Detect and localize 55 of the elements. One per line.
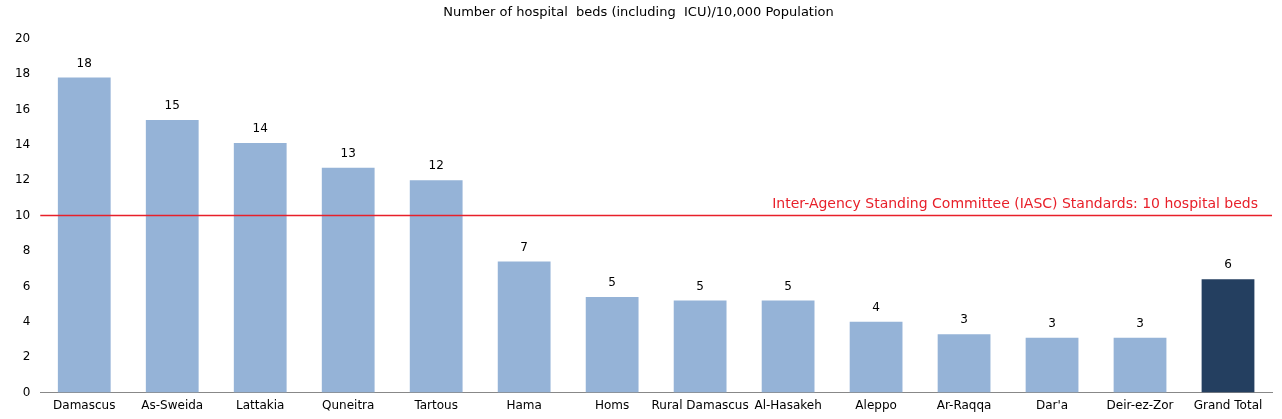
y-tick-label: 14 xyxy=(14,136,31,151)
y-tick-label: 18 xyxy=(14,66,31,81)
bar xyxy=(497,261,551,393)
y-tick-label: 20 xyxy=(14,30,31,45)
bar xyxy=(321,167,375,393)
x-tick-label: Lattakia xyxy=(235,397,285,412)
data-label: 12 xyxy=(428,158,444,173)
bar xyxy=(409,180,463,393)
y-tick-label: 12 xyxy=(14,172,31,187)
data-label: 6 xyxy=(1224,257,1232,272)
bar xyxy=(1201,279,1255,393)
y-tick-label: 4 xyxy=(22,313,31,328)
bar xyxy=(145,120,199,393)
data-label: 15 xyxy=(164,98,180,113)
x-tick-label: Damascus xyxy=(53,397,116,412)
x-tick-label: Aleppo xyxy=(855,397,897,412)
data-label: 5 xyxy=(608,275,616,290)
x-tick-label: Tartous xyxy=(413,397,458,412)
data-label: 3 xyxy=(1048,315,1056,330)
y-tick-label: 8 xyxy=(22,243,31,258)
ref-line-label: Inter-Agency Standing Committee (IASC) Standards: 10 hospital beds xyxy=(772,195,1258,212)
x-tick-label: As-Sweida xyxy=(141,397,204,412)
x-tick-label: Grand Total xyxy=(1193,397,1263,412)
bar xyxy=(937,334,991,393)
x-tick-label: Hama xyxy=(506,397,542,412)
y-tick-label: 0 xyxy=(22,384,31,399)
data-label: 3 xyxy=(960,312,968,327)
x-tick-label: Ar-Raqqa xyxy=(936,397,992,412)
data-label: 4 xyxy=(872,299,880,314)
x-tick-label: Quneitra xyxy=(322,397,375,412)
y-tick-label: 6 xyxy=(22,278,31,293)
x-tick-label: Deir-ez-Zor xyxy=(1106,397,1174,412)
x-tick-label: Rural Damascus xyxy=(651,397,749,412)
data-label: 13 xyxy=(340,145,356,160)
data-label: 7 xyxy=(520,239,528,254)
data-label: 5 xyxy=(784,278,792,293)
x-tick-label: Al-Hasakeh xyxy=(754,397,822,412)
data-label: 18 xyxy=(76,55,92,70)
y-tick-label: 16 xyxy=(14,101,31,116)
bar xyxy=(585,297,639,393)
data-label: 14 xyxy=(252,121,268,136)
bar xyxy=(233,143,287,393)
bar xyxy=(1113,337,1167,393)
x-tick-label: Homs xyxy=(594,397,630,412)
bar xyxy=(673,300,727,393)
bar xyxy=(849,321,903,393)
data-label: 3 xyxy=(1136,315,1144,330)
bar xyxy=(761,300,815,393)
x-tick-label: Dar'a xyxy=(1035,397,1069,412)
data-label: 5 xyxy=(696,278,704,293)
bar xyxy=(57,77,111,393)
chart-title: Number of hospital beds (including ICU)/10,000 Population xyxy=(443,4,834,20)
bar xyxy=(1025,337,1079,393)
y-tick-label: 2 xyxy=(22,349,31,364)
y-tick-label: 10 xyxy=(14,207,31,222)
